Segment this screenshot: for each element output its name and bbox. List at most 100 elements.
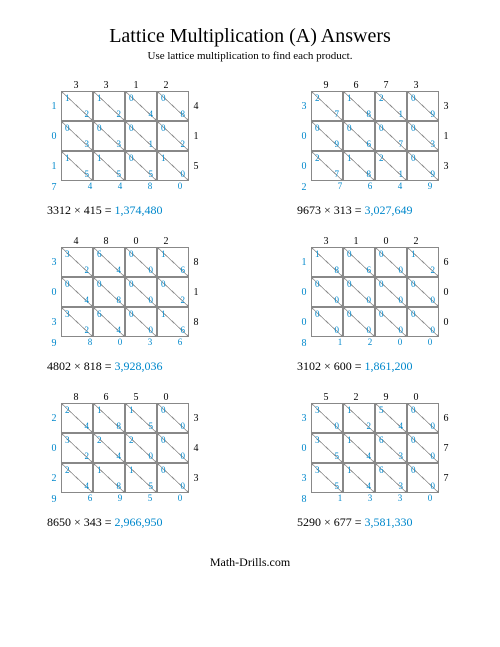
right-digit: 8 xyxy=(189,247,203,277)
cell-tens: 0 xyxy=(379,279,384,289)
cell-tens: 0 xyxy=(129,93,134,103)
left-diagonal-digit: 3 xyxy=(297,463,311,493)
cell-tens: 1 xyxy=(347,465,352,475)
cell-tens: 0 xyxy=(411,465,416,475)
lattice-cell: 10 xyxy=(157,151,189,181)
cell-ones: 0 xyxy=(399,295,404,305)
cell-ones: 5 xyxy=(149,169,154,179)
cell-ones: 0 xyxy=(399,325,404,335)
cell-tens: 6 xyxy=(97,249,102,259)
top-digit: 4 xyxy=(61,236,91,247)
lattice-cell: 02 xyxy=(157,277,189,307)
cell-ones: 5 xyxy=(335,481,340,491)
lattice-problem: 4802332640016800408000213326400168980364… xyxy=(47,236,203,374)
cell-tens: 0 xyxy=(315,279,320,289)
lattice-cell: 12 xyxy=(343,403,375,433)
equation: 5290 × 677 = 3,581,330 xyxy=(297,515,453,530)
cell-ones: 9 xyxy=(431,169,436,179)
cell-ones: 2 xyxy=(85,109,90,119)
top-digit: 3 xyxy=(311,236,341,247)
left-diagonal-digit: 2 xyxy=(47,403,61,433)
lattice-cell: 00 xyxy=(125,247,157,277)
cell-tens: 0 xyxy=(161,405,166,415)
lattice-cell: 18 xyxy=(93,403,125,433)
lattice-cell: 00 xyxy=(407,403,439,433)
bottom-diagonal-digit: 5 xyxy=(135,493,165,505)
lattice-cell: 00 xyxy=(157,403,189,433)
corner-digit: 8 xyxy=(297,493,311,505)
lattice-cell: 24 xyxy=(61,403,93,433)
lattice-cell: 00 xyxy=(407,307,439,337)
right-digit: 1 xyxy=(439,121,453,151)
right-digit: 4 xyxy=(189,433,203,463)
cell-ones: 5 xyxy=(335,451,340,461)
cell-ones: 4 xyxy=(85,421,90,431)
cell-tens: 0 xyxy=(347,279,352,289)
cell-tens: 0 xyxy=(379,123,384,133)
cell-tens: 0 xyxy=(411,405,416,415)
top-digit: 5 xyxy=(311,392,341,403)
cell-ones: 9 xyxy=(431,109,436,119)
cell-tens: 2 xyxy=(65,465,70,475)
lattice-cell: 03 xyxy=(61,121,93,151)
cell-ones: 0 xyxy=(367,325,372,335)
cell-ones: 4 xyxy=(85,481,90,491)
lattice-cell: 01 xyxy=(125,121,157,151)
cell-ones: 4 xyxy=(117,265,122,275)
lattice-cell: 12 xyxy=(93,91,125,121)
bottom-diagonal-digit: 6 xyxy=(165,337,195,349)
cell-tens: 1 xyxy=(347,405,352,415)
lattice-problem: 8650224181500303224200042241815003969508… xyxy=(47,392,203,530)
cell-tens: 1 xyxy=(97,405,102,415)
cell-tens: 0 xyxy=(411,123,416,133)
right-digit: 4 xyxy=(189,91,203,121)
cell-ones: 0 xyxy=(431,325,436,335)
cell-ones: 4 xyxy=(85,295,90,305)
lattice-cell: 00 xyxy=(125,277,157,307)
top-digit: 9 xyxy=(371,392,401,403)
cell-tens: 0 xyxy=(129,249,134,259)
lattice-cell: 32 xyxy=(61,247,93,277)
lattice-cell: 15 xyxy=(61,151,93,181)
right-digit: 3 xyxy=(189,403,203,433)
top-digit: 9 xyxy=(311,80,341,91)
cell-ones: 4 xyxy=(399,421,404,431)
cell-tens: 2 xyxy=(379,153,384,163)
lattice-cell: 12 xyxy=(61,91,93,121)
cell-ones: 5 xyxy=(149,421,154,431)
cell-ones: 2 xyxy=(85,451,90,461)
top-digit: 2 xyxy=(151,80,181,91)
cell-ones: 8 xyxy=(335,265,340,275)
cell-tens: 0 xyxy=(161,279,166,289)
lattice-cell: 21 xyxy=(375,91,407,121)
bottom-diagonal-digit: 9 xyxy=(105,493,135,505)
right-digit: 3 xyxy=(439,91,453,121)
bottom-diagonal-digit: 0 xyxy=(415,337,445,349)
footer: Math-Drills.com xyxy=(15,555,485,570)
equation: 3312 × 415 = 1,374,480 xyxy=(47,203,203,218)
left-diagonal-digit: 0 xyxy=(297,121,311,151)
bottom-diagonal-digit: 1 xyxy=(325,493,355,505)
cell-tens: 1 xyxy=(65,93,70,103)
cell-ones: 0 xyxy=(399,265,404,275)
lattice-cell: 03 xyxy=(93,121,125,151)
lattice-problem: 3102118060012600000000000000000000812003… xyxy=(297,236,453,374)
cell-ones: 8 xyxy=(117,295,122,305)
cell-tens: 3 xyxy=(315,405,320,415)
cell-ones: 0 xyxy=(335,421,340,431)
lattice-cell: 02 xyxy=(157,121,189,151)
cell-tens: 1 xyxy=(315,249,320,259)
top-digit: 6 xyxy=(91,392,121,403)
right-digit: 3 xyxy=(189,463,203,493)
cell-tens: 6 xyxy=(379,465,384,475)
cell-ones: 3 xyxy=(431,139,436,149)
cell-tens: 1 xyxy=(347,153,352,163)
corner-digit: 8 xyxy=(297,337,311,349)
top-digit: 3 xyxy=(401,80,431,91)
cell-tens: 1 xyxy=(347,435,352,445)
cell-tens: 6 xyxy=(97,309,102,319)
bottom-diagonal-digit: 4 xyxy=(105,181,135,193)
cell-ones: 5 xyxy=(149,481,154,491)
left-diagonal-digit: 3 xyxy=(47,307,61,337)
cell-tens: 0 xyxy=(161,123,166,133)
